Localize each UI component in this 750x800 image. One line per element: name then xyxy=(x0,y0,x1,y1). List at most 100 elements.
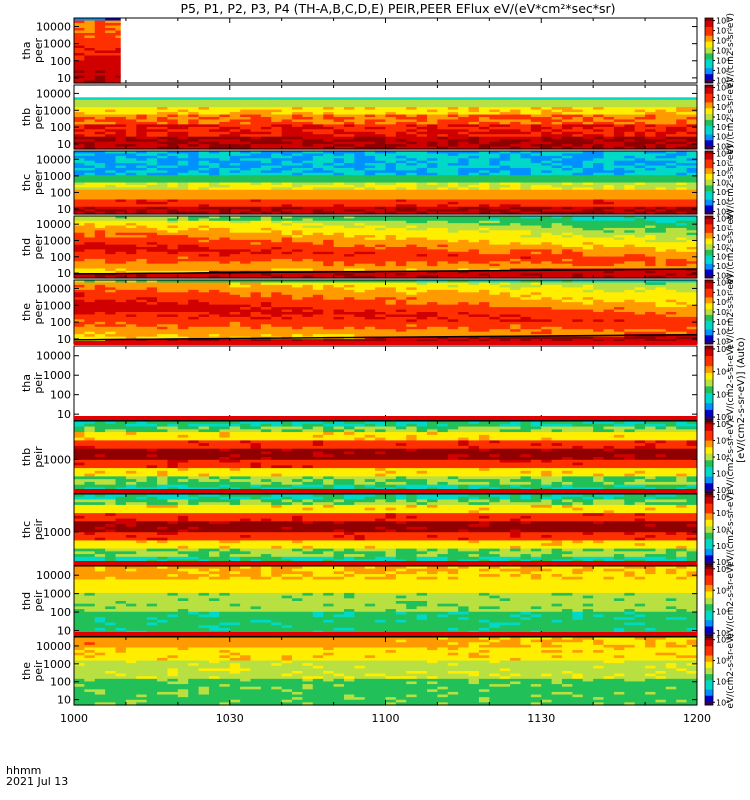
colorbar-tick-label: 10⁸ xyxy=(716,84,729,93)
ytick-label: 1000 xyxy=(43,234,71,247)
ytick-label: 1000 xyxy=(43,588,71,601)
boundary-line-thd-peer xyxy=(73,268,698,275)
ytick-label: 10 xyxy=(57,72,71,85)
ytick-label: 10000 xyxy=(36,282,71,295)
ytick-label: 1000 xyxy=(43,658,71,671)
chart-title: P5, P1, P2, P3, P4 (TH-A,B,C,D,E) PEIR,P… xyxy=(180,1,615,16)
ylabel-thc-peer: peer xyxy=(32,170,45,196)
colorbar-tick-label: 10⁷ xyxy=(716,159,729,168)
ytick-label: 10 xyxy=(57,138,71,151)
colorbar-tick-label: 10⁶ xyxy=(716,565,729,574)
colorbar-tick-label: 10⁵ xyxy=(716,243,729,252)
ytick-label: 100 xyxy=(50,316,71,329)
heatmap-the-peer xyxy=(74,280,697,345)
heatmap-thc-peer xyxy=(74,151,697,215)
ylabel-thc-peir: thc xyxy=(20,521,33,538)
ytick-label: 1000 xyxy=(43,170,71,183)
colorbar-tick-label: 10⁴ xyxy=(716,608,729,617)
panel-thb-peir: 1000 thb peir 10² 10³ 10⁴ 10⁵ 10⁶eV/(cm2-s-sr-e… xyxy=(20,416,736,495)
ylabel-tha-peir: peir xyxy=(32,372,45,394)
colorbar-unit-label: eV/(cm2-s-sr-eV) xyxy=(726,79,736,154)
colorbar-tick-label: 10⁵ xyxy=(716,509,729,518)
colorbar-tick-label: 10³ xyxy=(716,698,729,707)
ylabel-tha-peir: tha xyxy=(20,374,33,392)
colorbar-tick-label: 10² xyxy=(716,390,729,399)
ytick-label: 100 xyxy=(50,606,71,619)
colorbar-tick-label: 10⁰ xyxy=(716,413,729,422)
colorbar-tick-label: 10² xyxy=(716,337,729,346)
colorbar-tick-label: 10⁶ xyxy=(716,420,729,429)
colorbar-tick-label: 10⁴ xyxy=(716,318,729,327)
colorbar-tick-label: 10² xyxy=(716,558,729,567)
colorbar-tick-label: 10³ xyxy=(716,470,729,479)
ytick-label: 1000 xyxy=(43,369,71,382)
colorbar-tick-label: 10⁵ xyxy=(716,657,729,666)
colorbar-tick-label: 10³ xyxy=(716,198,729,207)
xtick-label: 1030 xyxy=(216,712,244,725)
colorbar-tick-label: 10⁸ xyxy=(716,150,729,159)
ytick-label: 10000 xyxy=(36,569,71,582)
colorbar-tick-label: 10⁵ xyxy=(716,113,729,122)
colorbar-tick-label: 10⁶ xyxy=(716,37,729,46)
ytick-label: 100 xyxy=(50,676,71,689)
ytick-label: 10000 xyxy=(36,153,71,166)
colorbar-tick-label: 10⁴ xyxy=(716,253,729,262)
heatmap-the-peir xyxy=(74,637,697,706)
colorbar-unit-label: eV/(cm2-s-sr-eV) xyxy=(726,633,736,708)
colorbar-tick-label: 10³ xyxy=(716,262,729,271)
colorbar-unit-label: eV/(cm2-s-sr-eV) xyxy=(726,345,736,420)
colorbar-tick-label: 10² xyxy=(716,272,729,281)
ylabel-thd-peir: peir xyxy=(32,590,45,612)
colorbar-tick-label: 10⁷ xyxy=(716,224,729,233)
colorbar-tick-label: 10³ xyxy=(716,542,729,551)
ytick-label: 10 xyxy=(57,694,71,707)
heatmap-thb-peer xyxy=(74,97,697,150)
ytick-label: 10 xyxy=(57,333,71,346)
colorbar-tick-label: 10⁴ xyxy=(716,188,729,197)
ylabel-thc-peer: thc xyxy=(20,174,33,191)
ytick-label: 100 xyxy=(50,389,71,402)
ytick-label: 10 xyxy=(57,267,71,280)
ylabel-thd-peir: thd xyxy=(20,592,33,610)
heatmap-thd-peer xyxy=(74,216,697,279)
ylabel-thb-peer: thb xyxy=(20,108,33,126)
time-label: hhmm xyxy=(6,764,41,777)
ylabel-thb-peer: peer xyxy=(32,104,45,130)
ylabel-the-peer: peer xyxy=(32,299,45,325)
xtick-label: 1100 xyxy=(372,712,400,725)
colorbar-tick-label: 10⁷ xyxy=(716,288,729,297)
colorbar-tick-label: 10⁴ xyxy=(716,123,729,132)
ytick-label: 100 xyxy=(50,186,71,199)
heatmap-thc-peir xyxy=(74,494,697,566)
colorbar-unit-label: eV/(cm2-s-sr-eV) xyxy=(726,274,736,349)
ylabel-thb-peir: thb xyxy=(20,448,33,466)
colorbar-tick-label: 10⁶ xyxy=(716,298,729,307)
colorbar-unit-label: eV/(cm2-s-sr-eV) xyxy=(726,209,736,284)
ytick-label: 10000 xyxy=(36,640,71,653)
colorbar-tick-label: 10⁴ xyxy=(716,526,729,535)
colorbar-tick-label: 10⁸ xyxy=(716,279,729,288)
colorbar-tick-label: 10² xyxy=(716,142,729,151)
ytick-label: 1000 xyxy=(43,38,71,51)
ytick-label: 10000 xyxy=(36,21,71,34)
colorbar-unit-label: eV/(cm2-s-sr-eV) xyxy=(726,145,736,220)
colorbar-unit-label: eV/(cm2-s-sr-eV) xyxy=(726,13,736,88)
colorbar-tick-label: 10⁵ xyxy=(716,179,729,188)
colorbar-unit-label: eV/(cm2-s-sr-eV) xyxy=(726,492,736,567)
colorbar-tick-label: 10² xyxy=(716,207,729,216)
ylabel-the-peir: the xyxy=(20,662,33,680)
ytick-label: 100 xyxy=(50,55,71,68)
